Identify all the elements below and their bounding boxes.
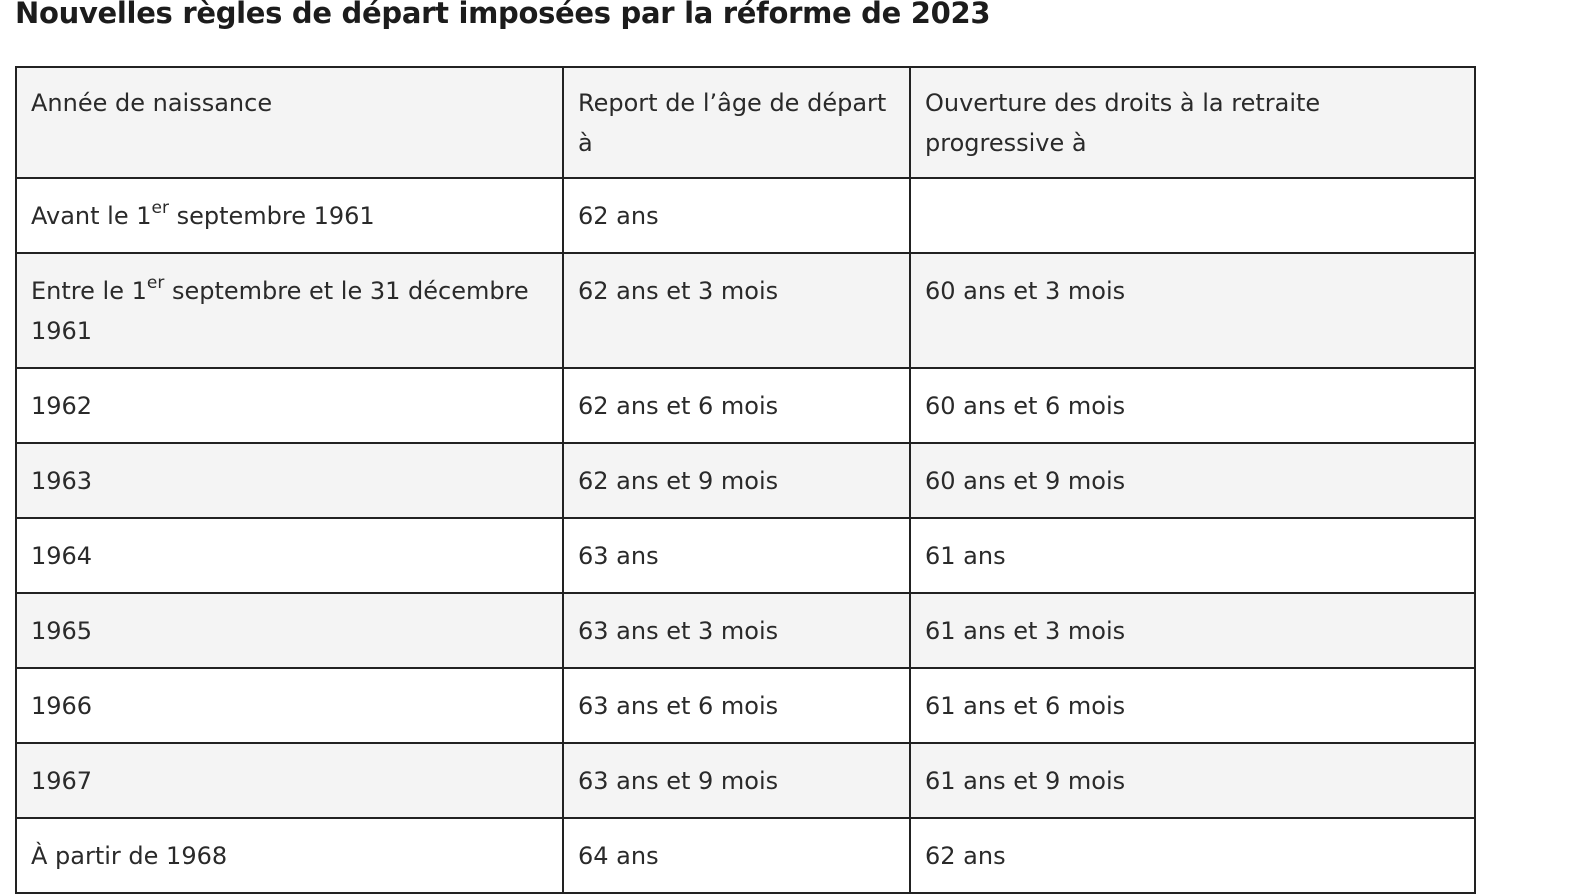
page-title: Nouvelles règles de départ imposées par … bbox=[15, 0, 991, 30]
birth-year-cell: 1962 bbox=[15, 367, 564, 444]
departure-age-cell: 63 ans et 6 mois bbox=[562, 667, 911, 744]
table-row: 1964 63 ans 61 ans bbox=[15, 517, 1476, 594]
departure-age-cell: 64 ans bbox=[562, 817, 911, 894]
table-row: 1963 62 ans et 9 mois 60 ans et 9 mois bbox=[15, 442, 1476, 519]
header-birth-year: Année de naissance bbox=[15, 66, 564, 179]
progressive-age-cell: 61 ans et 9 mois bbox=[909, 742, 1476, 819]
birth-year-text-rest: septembre 1961 bbox=[168, 202, 375, 230]
retirement-rules-table: Année de naissance Report de l’âge de dé… bbox=[15, 66, 1476, 894]
header-progressive-retirement: Ouverture des droits à la retraite progr… bbox=[909, 66, 1476, 179]
table-row: 1962 62 ans et 6 mois 60 ans et 6 mois bbox=[15, 367, 1476, 444]
departure-age-cell: 63 ans et 3 mois bbox=[562, 592, 911, 669]
table-row: À partir de 1968 64 ans 62 ans bbox=[15, 817, 1476, 894]
birth-year-text: À partir de 1968 bbox=[31, 842, 228, 870]
departure-age-cell: 62 ans et 9 mois bbox=[562, 442, 911, 519]
birth-year-cell: 1966 bbox=[15, 667, 564, 744]
birth-year-text: 1962 bbox=[31, 392, 93, 420]
departure-age-cell: 62 ans et 3 mois bbox=[562, 252, 911, 369]
birth-year-text: 1964 bbox=[31, 542, 93, 570]
ordinal-suffix: er bbox=[151, 198, 169, 218]
ordinal-suffix: er bbox=[146, 273, 165, 293]
progressive-age-cell: 61 ans et 3 mois bbox=[909, 592, 1476, 669]
birth-year-cell: 1965 bbox=[15, 592, 564, 669]
birth-year-text: 1965 bbox=[31, 617, 93, 645]
table-header-row: Année de naissance Report de l’âge de dé… bbox=[15, 66, 1476, 179]
birth-year-text: Entre le 1 bbox=[31, 277, 147, 305]
birth-year-text-rest: septembre et le 31 décembre 1961 bbox=[31, 277, 529, 345]
birth-year-text: 1963 bbox=[31, 467, 93, 495]
progressive-age-cell: 61 ans et 6 mois bbox=[909, 667, 1476, 744]
progressive-age-cell: 62 ans bbox=[909, 817, 1476, 894]
birth-year-cell: 1964 bbox=[15, 517, 564, 594]
birth-year-text: Avant le 1 bbox=[31, 202, 152, 230]
birth-year-text: 1967 bbox=[31, 767, 93, 795]
departure-age-cell: 63 ans et 9 mois bbox=[562, 742, 911, 819]
departure-age-cell: 63 ans bbox=[562, 517, 911, 594]
table-row: Entre le 1er septembre et le 31 décembre… bbox=[15, 252, 1476, 369]
birth-year-cell: 1963 bbox=[15, 442, 564, 519]
progressive-age-cell: 60 ans et 6 mois bbox=[909, 367, 1476, 444]
birth-year-cell: À partir de 1968 bbox=[15, 817, 564, 894]
progressive-age-cell: 60 ans et 3 mois bbox=[909, 252, 1476, 369]
departure-age-cell: 62 ans bbox=[562, 177, 911, 254]
birth-year-cell: 1967 bbox=[15, 742, 564, 819]
progressive-age-cell: 61 ans bbox=[909, 517, 1476, 594]
progressive-age-cell bbox=[909, 177, 1476, 254]
birth-year-cell: Avant le 1er septembre 1961 bbox=[15, 177, 564, 254]
table-row: Avant le 1er septembre 1961 62 ans bbox=[15, 177, 1476, 254]
birth-year-text: 1966 bbox=[31, 692, 93, 720]
header-departure-age: Report de l’âge de départ à bbox=[562, 66, 911, 179]
table-row: 1965 63 ans et 3 mois 61 ans et 3 mois bbox=[15, 592, 1476, 669]
table-row: 1966 63 ans et 6 mois 61 ans et 6 mois bbox=[15, 667, 1476, 744]
progressive-age-cell: 60 ans et 9 mois bbox=[909, 442, 1476, 519]
table-row: 1967 63 ans et 9 mois 61 ans et 9 mois bbox=[15, 742, 1476, 819]
birth-year-cell: Entre le 1er septembre et le 31 décembre… bbox=[15, 252, 564, 369]
departure-age-cell: 62 ans et 6 mois bbox=[562, 367, 911, 444]
